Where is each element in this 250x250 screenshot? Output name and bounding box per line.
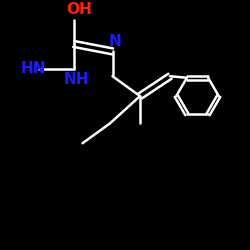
Text: N: N <box>108 34 122 49</box>
Text: HN: HN <box>21 61 46 76</box>
Text: OH: OH <box>66 2 92 17</box>
Text: NH: NH <box>64 72 89 88</box>
